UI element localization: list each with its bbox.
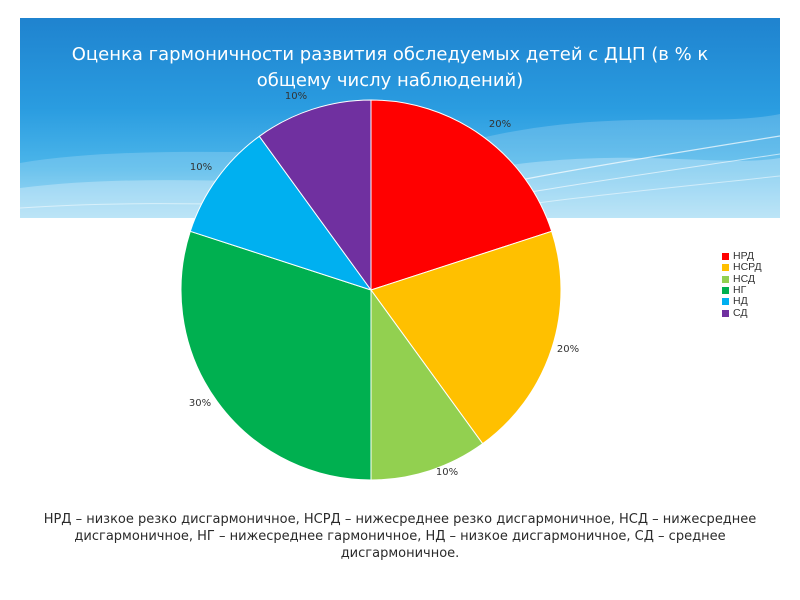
legend-swatch [722,275,729,283]
legend-swatch [722,264,729,272]
legend-label: НГ [733,284,747,297]
pie-slice-5 [189,135,373,291]
pie-data-label: 10% [190,162,212,173]
pie-data-label: 10% [436,467,458,478]
legend-item: НРД [722,251,762,262]
legend-item: НСРД [722,262,762,273]
legend-label: НСД [733,272,756,285]
legend-swatch [722,287,729,295]
legend-label: НД [733,295,748,308]
pie-slice-3 [370,288,484,481]
pie-data-label: 20% [557,344,579,355]
legend-swatch [722,253,729,261]
pie-data-label: 20% [489,119,511,130]
pie-slices [180,99,562,481]
pie-slice-4 [180,230,372,481]
pie-data-label: 30% [189,398,211,409]
legend-item: НД [722,296,762,307]
abbreviation-footnote: НРД – низкое резко дисгармоничное, НСРД … [43,512,757,561]
pie-slice-1 [370,99,553,291]
chart-legend: НРД НСРД НСД НГ НД СД [722,251,762,319]
pie-slice-6 [258,99,372,292]
legend-item: НСД [722,272,762,285]
pie-data-label: 10% [285,91,307,102]
legend-item: НГ [722,285,762,296]
pie-data-labels: 20% 20% 10% 30% 10% 10% [189,91,579,478]
legend-swatch [722,298,729,306]
legend-label: НРД [733,250,754,263]
legend-item: СД [722,307,762,318]
legend-label: НСРД [733,261,762,274]
pie-slice-2 [370,230,562,445]
legend-label: СД [733,306,748,319]
slide-title: Оценка гармоничности развития обследуемы… [71,44,709,91]
legend-swatch [722,309,729,317]
